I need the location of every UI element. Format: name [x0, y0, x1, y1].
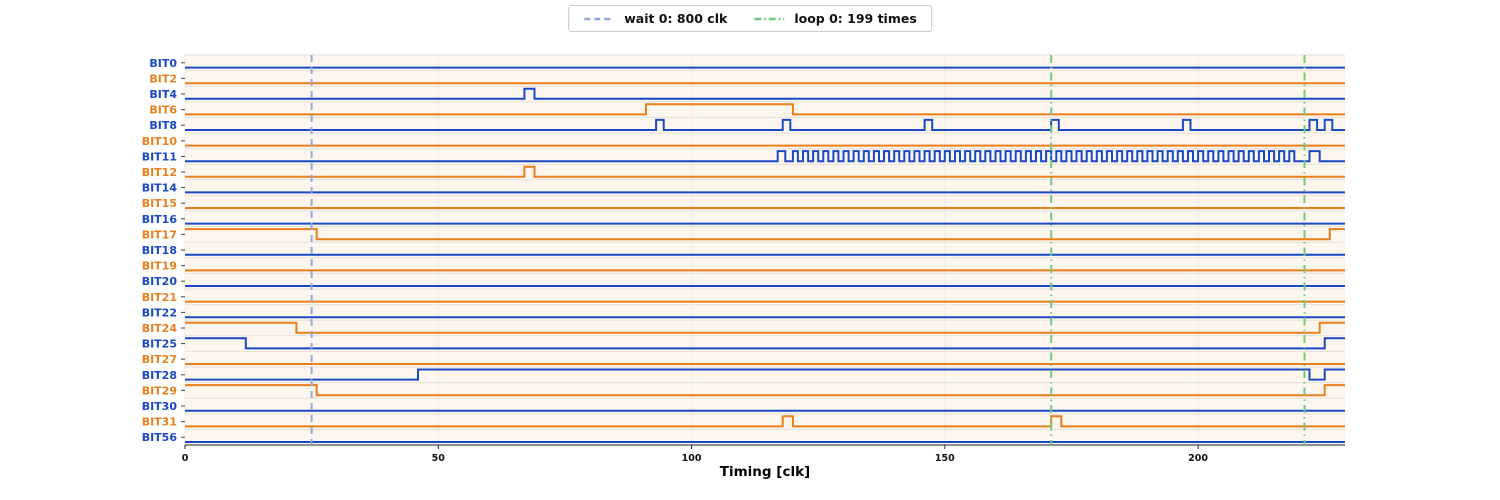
- signal-label: BIT24: [142, 322, 178, 335]
- legend-item-wait: wait 0: 800 clk: [583, 11, 727, 26]
- signal-label: BIT18: [142, 244, 177, 257]
- signal-waveform: [185, 103, 1345, 116]
- signal-label: BIT0: [149, 57, 177, 70]
- signal-label: BIT20: [142, 275, 178, 288]
- signal-label: BIT15: [142, 197, 177, 210]
- signal-label: BIT25: [142, 338, 177, 351]
- signal-waveform: [185, 321, 1345, 334]
- signal-label: BIT17: [142, 228, 177, 241]
- x-tick-label: 100: [682, 453, 702, 464]
- signal-waveform: [185, 228, 1345, 241]
- signal-label: BIT30: [142, 400, 178, 413]
- x-tick-label: 0: [182, 453, 189, 464]
- legend: wait 0: 800 clk loop 0: 199 times: [568, 5, 932, 32]
- signal-label: BIT6: [149, 104, 177, 117]
- signal-waveform: [185, 384, 1345, 397]
- legend-item-loop: loop 0: 199 times: [753, 11, 917, 26]
- signal-waveform: [185, 368, 1345, 381]
- signal-waveform: [185, 337, 1345, 350]
- signal-label: BIT11: [142, 150, 177, 163]
- loop-line-sample-icon: [754, 17, 785, 20]
- signal-waveform: [185, 150, 1345, 163]
- wait-line-sample-icon: [584, 17, 615, 20]
- signal-label: BIT31: [142, 416, 177, 429]
- signal-label: BIT22: [142, 306, 177, 319]
- signal-label: BIT28: [142, 369, 177, 382]
- signal-waveform: [185, 118, 1345, 131]
- signal-label: BIT12: [142, 166, 177, 179]
- x-axis-title: Timing [clk]: [719, 464, 811, 480]
- signal-label: BIT10: [142, 135, 178, 148]
- x-tick-label: 150: [935, 453, 955, 464]
- signal-label: BIT16: [142, 213, 178, 226]
- signal-label: BIT4: [149, 88, 177, 101]
- x-tick-label: 200: [1188, 453, 1208, 464]
- signal-label: BIT2: [149, 72, 177, 85]
- signal-label: BIT19: [142, 260, 177, 273]
- x-tick-label: 50: [432, 453, 446, 464]
- signal-label: BIT29: [142, 384, 177, 397]
- legend-label-wait: wait 0: 800 clk: [624, 11, 728, 26]
- signal-waveform: [185, 415, 1345, 428]
- signal-label: BIT8: [149, 119, 177, 132]
- signal-waveform: [185, 87, 1345, 100]
- signal-waveform: [185, 165, 1345, 178]
- signal-label: BIT21: [142, 291, 177, 304]
- signal-label: BIT56: [142, 431, 178, 444]
- legend-label-loop: loop 0: 199 times: [794, 11, 917, 26]
- signal-label: BIT14: [142, 182, 178, 195]
- signal-label: BIT27: [142, 353, 177, 366]
